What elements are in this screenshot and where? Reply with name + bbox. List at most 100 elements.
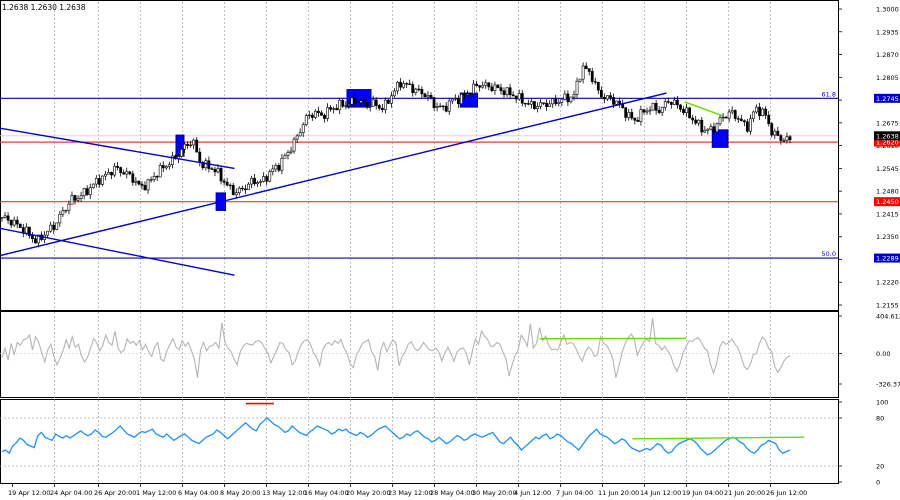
candle xyxy=(356,100,360,105)
candle-body xyxy=(463,93,466,96)
time-tick-label: 6 May 04:00 xyxy=(178,489,218,497)
candle-body xyxy=(341,99,345,107)
price-tick-label: 1.2480 xyxy=(876,188,899,196)
candle-body xyxy=(15,219,19,225)
candle-body xyxy=(596,81,600,91)
candle-body xyxy=(256,182,259,185)
candle-body xyxy=(213,169,217,173)
candle xyxy=(603,93,606,104)
candle xyxy=(630,108,634,121)
candle xyxy=(639,105,643,126)
candle-body xyxy=(408,83,412,85)
level-label-fib-61.8: 1.2745 xyxy=(876,95,899,103)
candle-body xyxy=(776,130,780,136)
candle-body xyxy=(685,107,688,113)
candle-body xyxy=(712,126,716,133)
time-tick-label: 26 Apr 20:00 xyxy=(94,489,136,497)
candle xyxy=(417,84,421,92)
candle-body xyxy=(706,128,710,131)
candle-body xyxy=(429,95,433,98)
candle-body xyxy=(228,184,232,187)
candle-body xyxy=(542,102,545,104)
candle-body xyxy=(137,180,141,185)
candle xyxy=(359,99,363,107)
candle xyxy=(730,106,734,115)
level-label-box-fib-50.0 xyxy=(874,253,900,263)
candle xyxy=(569,96,573,104)
candle xyxy=(158,162,162,178)
candle xyxy=(542,102,545,106)
candle xyxy=(374,97,378,110)
falling-channel-lower xyxy=(0,227,235,276)
candle xyxy=(18,223,22,228)
candle-body xyxy=(198,151,202,163)
candle-body xyxy=(243,188,247,191)
candle xyxy=(441,105,445,111)
candle-body xyxy=(761,108,765,117)
candle-body xyxy=(140,183,144,186)
time-tick-label: 14 Jun 12:00 xyxy=(640,489,681,497)
candle xyxy=(560,99,564,107)
candle-body xyxy=(210,168,214,170)
candle-body xyxy=(563,93,567,101)
candle xyxy=(642,109,646,115)
candle xyxy=(466,90,469,98)
candle-body xyxy=(782,140,786,142)
candle-body xyxy=(37,234,40,244)
candle-body xyxy=(475,83,479,86)
candle-body xyxy=(679,104,682,110)
candle xyxy=(575,77,579,98)
candle-body xyxy=(739,118,743,122)
candle xyxy=(453,94,457,102)
candle-body xyxy=(61,210,65,215)
candle-body xyxy=(691,117,695,121)
candle-body xyxy=(222,180,226,183)
candle xyxy=(755,104,758,114)
candle xyxy=(31,232,34,243)
candle xyxy=(6,212,10,224)
candle-body xyxy=(195,139,199,153)
candle xyxy=(274,163,278,173)
candle xyxy=(268,169,272,183)
candle xyxy=(79,191,83,202)
candle-body xyxy=(356,102,360,104)
candle xyxy=(243,184,247,194)
candle xyxy=(91,183,95,189)
candle xyxy=(456,95,460,108)
candle xyxy=(770,122,774,138)
price-tick-label: 1.2675 xyxy=(876,119,899,127)
candle-body xyxy=(58,213,62,224)
candle xyxy=(365,99,369,110)
candle-body xyxy=(64,209,68,212)
candle xyxy=(192,138,196,150)
candle-body xyxy=(672,99,676,105)
candle-body xyxy=(76,198,80,201)
candle xyxy=(426,91,430,102)
candle xyxy=(679,104,682,113)
candle-body xyxy=(426,95,430,98)
rsi-indicator-panel: 100 80 20 0 xyxy=(1,399,888,487)
candle xyxy=(703,126,707,134)
candle-body xyxy=(779,135,783,141)
candle-body xyxy=(97,178,101,185)
candle-body xyxy=(386,99,390,104)
candle-body xyxy=(88,187,92,196)
time-tick-label: 19 Jun 04:00 xyxy=(682,489,723,497)
time-tick-label: 7 Jun 04:00 xyxy=(556,489,593,497)
candle-body xyxy=(770,123,774,136)
candle-body xyxy=(271,168,275,172)
candle xyxy=(609,92,612,101)
candle-body xyxy=(572,94,576,98)
rsi-panel-frame xyxy=(0,399,839,484)
candle-body xyxy=(110,172,113,176)
candle-body xyxy=(508,87,512,96)
candle-body xyxy=(347,104,351,106)
candle xyxy=(377,103,381,111)
candle xyxy=(332,106,336,114)
candle-body xyxy=(320,112,323,116)
candle xyxy=(371,95,375,107)
candle-body xyxy=(746,121,749,132)
candle xyxy=(624,107,628,122)
candle xyxy=(21,223,25,238)
